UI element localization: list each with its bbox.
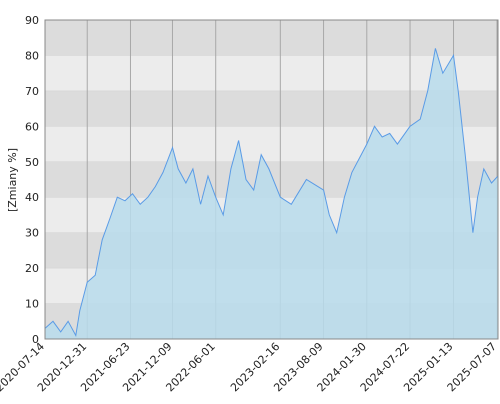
grid-band — [45, 20, 498, 56]
y-tick-label: 10 — [25, 298, 39, 311]
line — [44, 48, 499, 338]
y-tick-label: 60 — [25, 120, 39, 133]
y-tick-label: 20 — [25, 262, 39, 275]
y-tick-label: 40 — [25, 191, 39, 204]
y-tick-label: 50 — [25, 156, 39, 169]
y-axis-label: [Zmiany %] — [6, 148, 19, 212]
y-tick-label: 90 — [25, 14, 39, 27]
y-tick-label: 0 — [32, 333, 39, 346]
y-tick-label: 80 — [25, 49, 39, 62]
grid-band — [45, 55, 498, 91]
y-tick-label: 70 — [25, 85, 39, 98]
y-tick-label: 30 — [25, 227, 39, 240]
plot-frame — [44, 19, 499, 340]
area-fill — [45, 48, 498, 340]
